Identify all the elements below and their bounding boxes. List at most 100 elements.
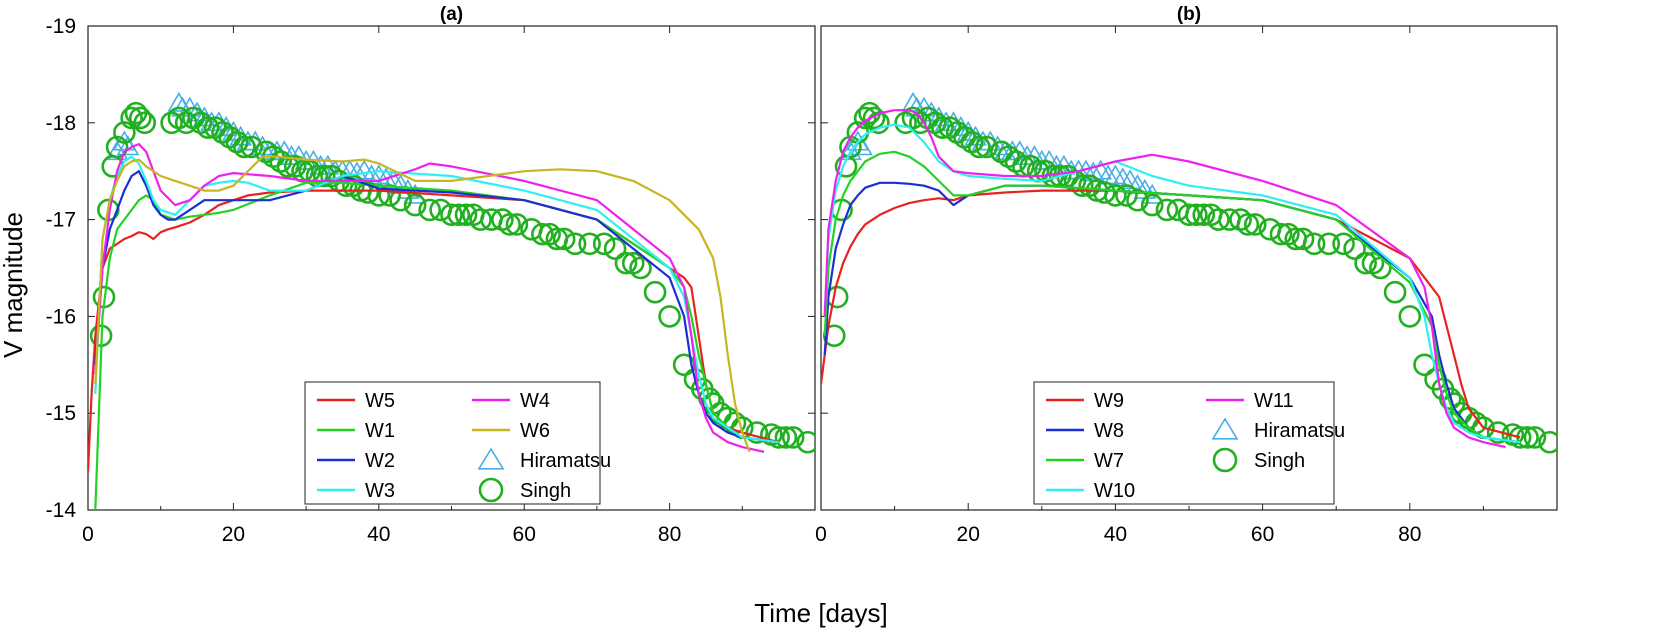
legend-circle-swatch	[1212, 447, 1238, 473]
legend-label: Hiramatsu	[520, 450, 611, 472]
singh-marker	[196, 116, 220, 139]
plot-content	[88, 91, 815, 510]
legend: W5 W4 W1 W6 W2 Hiramatsu W3 Singh	[304, 381, 611, 505]
singh-marker	[1126, 188, 1149, 212]
singh-marker	[469, 208, 492, 231]
singh-marker	[120, 106, 143, 130]
singh-marker	[745, 421, 769, 444]
singh-marker	[233, 135, 256, 159]
legend-label: W5	[365, 390, 395, 412]
legend-label: Singh	[1254, 450, 1305, 472]
legend-label: W2	[365, 450, 395, 472]
legend-box	[1033, 381, 1335, 505]
legend-entry-w5: W5	[317, 390, 395, 412]
hiramatsu-marker	[367, 164, 391, 185]
singh-marker	[276, 155, 300, 178]
singh-marker	[356, 181, 380, 204]
singh-marker	[1177, 203, 1201, 227]
legend-entry-w3: W3	[317, 480, 395, 502]
singh-marker	[129, 106, 152, 130]
singh-marker	[1486, 421, 1510, 444]
singh-marker	[1317, 232, 1341, 256]
legend-label: W3	[365, 480, 395, 502]
legend-label: W7	[1094, 450, 1124, 472]
singh-marker	[1185, 203, 1208, 227]
legend-label: Hiramatsu	[1254, 420, 1345, 442]
singh-marker	[592, 232, 616, 256]
x-tick-label: 20	[222, 523, 245, 546]
singh-marker	[133, 111, 157, 135]
legend-label: W6	[520, 420, 550, 442]
singh-marker	[1155, 198, 1179, 222]
singh-marker	[1332, 232, 1355, 256]
singh-marker	[447, 203, 471, 227]
singh-marker	[967, 135, 991, 159]
legend-label: W8	[1094, 420, 1124, 442]
legend-circle-swatch	[478, 477, 504, 503]
singh-marker	[552, 227, 576, 251]
singh-marker	[454, 203, 478, 227]
singh-marker	[312, 164, 336, 188]
panel-title: (a)	[440, 4, 463, 25]
singh-marker	[862, 106, 886, 130]
x-tick-label: 80	[1398, 523, 1421, 546]
singh-marker	[1354, 251, 1377, 275]
singh-marker	[440, 203, 463, 227]
singh-marker	[578, 232, 601, 256]
singh-marker	[767, 426, 790, 449]
singh-marker	[563, 232, 587, 256]
legend-triangle-swatch	[477, 447, 505, 470]
singh-marker	[1383, 280, 1407, 304]
singh-marker	[1192, 203, 1216, 227]
singh-marker	[1302, 232, 1326, 256]
legend-box	[304, 381, 601, 505]
legend-label: W11	[1254, 390, 1294, 412]
y-tick-label: -18	[46, 112, 76, 135]
legend-entry-w7: W7	[1046, 450, 1124, 472]
legend-entry-w6: W6	[472, 420, 550, 442]
panel-title: (b)	[1177, 4, 1201, 25]
legend-entry-w4: W4	[472, 390, 550, 412]
series-line-w4	[94, 143, 765, 453]
hiramatsu-marker	[1104, 164, 1127, 185]
legend-entry-w9: W9	[1046, 390, 1124, 412]
y-tick-label: -14	[46, 499, 77, 522]
panel-b: (b) 0 20 40 60 80 W9 W11 W8 Hiramatsu W7 Singh W10	[815, 4, 1558, 546]
legend-entry-w1: W1	[317, 420, 395, 442]
hiramatsu-marker	[105, 140, 129, 161]
legend-entry-w8: W8	[1046, 420, 1124, 442]
x-tick-label: 60	[513, 523, 536, 546]
singh-marker	[105, 135, 129, 159]
y-tick-label: -16	[46, 305, 76, 328]
singh-marker	[1115, 184, 1138, 207]
singh-marker	[603, 237, 627, 260]
legend-label: W9	[1094, 390, 1124, 412]
singh-marker	[113, 121, 136, 144]
singh-marker	[1236, 213, 1260, 236]
y-axis-label: V magnitude	[0, 212, 28, 358]
singh-marker	[643, 280, 667, 304]
singh-marker	[1508, 426, 1532, 449]
singh-marker	[614, 251, 638, 275]
singh-marker	[1093, 181, 1116, 204]
series-line-w1	[94, 181, 779, 510]
panel-a: (a) 0 20 40 60 80 -19 -18 -17 -16 -15 -14 W5 W4 W1 W6 W2…	[46, 4, 816, 546]
singh-marker	[853, 106, 877, 130]
x-axis-label: Time [days]	[754, 598, 887, 628]
singh-marker	[240, 135, 263, 159]
singh-marker	[1523, 426, 1547, 449]
x-tick-label: 0	[815, 523, 827, 546]
singh-marker	[1538, 430, 1557, 454]
hiramatsu-marker	[839, 140, 862, 161]
singh-marker	[796, 430, 815, 454]
series-line-w3	[94, 155, 779, 444]
singh-marker	[1140, 193, 1164, 217]
y-tick-label: -17	[46, 209, 76, 232]
singh-marker	[774, 426, 798, 449]
x-tick-label: 40	[1104, 523, 1127, 546]
singh-marker	[418, 198, 441, 222]
singh-marker	[505, 213, 529, 236]
singh-marker	[1104, 184, 1127, 207]
x-tick-label: 80	[658, 523, 681, 546]
